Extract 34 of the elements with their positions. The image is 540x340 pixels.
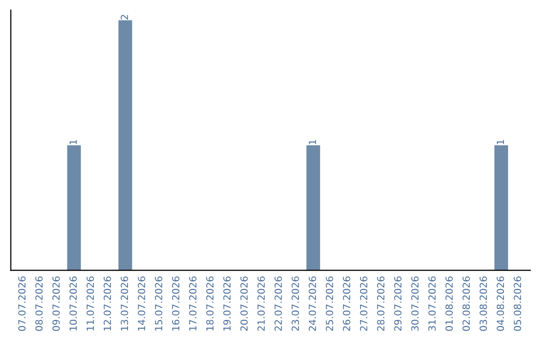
- x-tick-label: 31.07.2026: [428, 276, 436, 331]
- x-tick-label: 20.07.2026: [240, 276, 248, 331]
- x-tick-label: 27.07.2026: [360, 276, 368, 331]
- x-tick-label: 28.07.2026: [377, 276, 384, 331]
- x-tick-label: 26.07.2026: [342, 276, 350, 331]
- x-tick-label: 02.08.2026: [462, 276, 470, 331]
- x-tick-label: 17.07.2026: [189, 276, 196, 330]
- x-tick-label: 08.07.2026: [35, 276, 43, 331]
- x-tick-label: 10.07.2026: [69, 276, 77, 330]
- x-tick-label: 03.08.2026: [480, 276, 487, 331]
- x-tick-label: 25.07.2026: [326, 276, 334, 331]
- x-tick-label: 21.07.2026: [257, 276, 265, 331]
- x-tick-label: 15.07.2026: [154, 276, 162, 330]
- x-tick-label: 22.07.2026: [274, 276, 282, 331]
- data-label: 1: [308, 140, 316, 144]
- x-tick-label: 29.07.2026: [394, 276, 402, 331]
- x-tick-label: 04.08.2026: [496, 276, 504, 331]
- x-tick-label: 05.08.2026: [514, 276, 522, 331]
- data-label: 1: [70, 140, 77, 144]
- x-tick-label: 19.07.2026: [223, 276, 231, 330]
- x-tick-label: 09.07.2026: [52, 276, 60, 331]
- x-tick-label: 13.07.2026: [120, 276, 128, 330]
- x-tick-label: 07.07.2026: [18, 276, 26, 331]
- x-tick-label: 18.07.2026: [206, 276, 214, 330]
- data-label: 1: [496, 140, 504, 144]
- x-tick-label: 16.07.2026: [172, 276, 180, 330]
- x-tick-label: 11.07.2026: [86, 276, 94, 330]
- x-tick-label: 30.07.2026: [411, 276, 419, 331]
- x-tick-label: 01.08.2026: [445, 276, 453, 331]
- data-label: 2: [120, 14, 128, 20]
- x-tick-label: 14.07.2026: [138, 276, 146, 330]
- x-tick-label: 24.07.2026: [308, 276, 316, 331]
- x-tick-label: 12.07.2026: [104, 276, 112, 330]
- x-tick-label: 23.07.2026: [292, 276, 299, 331]
